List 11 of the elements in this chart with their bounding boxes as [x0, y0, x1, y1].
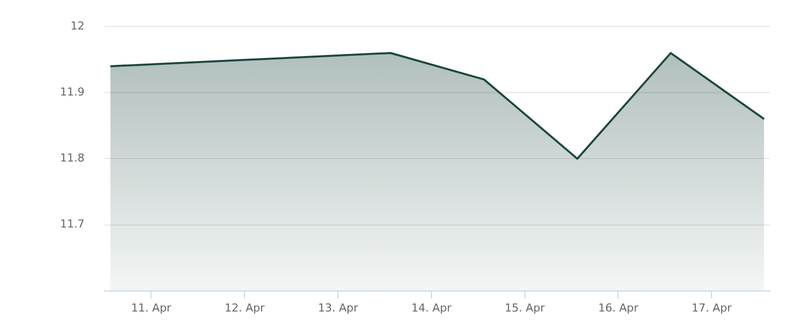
x-tick-label: 15. Apr	[504, 301, 546, 314]
x-tick-label: 13. Apr	[318, 301, 358, 314]
y-tick-label: 11.7	[60, 218, 84, 231]
x-tick-label: 17. Apr	[692, 301, 732, 314]
y-tick-label: 11.9	[60, 86, 84, 99]
x-tick-label: 14. Apr	[411, 301, 452, 314]
x-tick-label: 11. Apr	[131, 301, 172, 314]
x-tick-label: 12. Apr	[224, 301, 266, 314]
y-tick-label: 12	[70, 19, 84, 32]
x-tick-label: 16. Apr	[598, 301, 639, 314]
y-tick-label: 11.8	[60, 152, 84, 165]
